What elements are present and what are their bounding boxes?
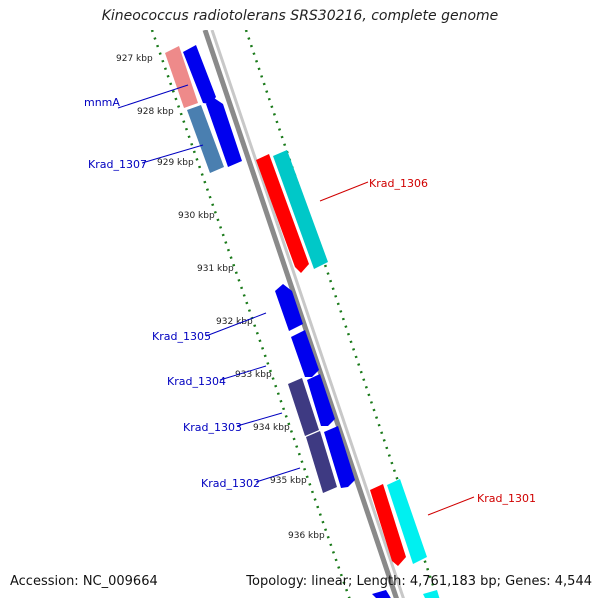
gene-Krad-1306-forward[interactable] xyxy=(273,150,328,269)
ruler-label-928: 928 kbp xyxy=(137,107,174,117)
genome-stats-text: Topology: linear; Length: 4,761,183 bp; … xyxy=(246,574,592,589)
ruler-label-927: 927 kbp xyxy=(116,54,153,64)
gene-label-Krad-1303[interactable]: Krad_1303 xyxy=(183,421,242,434)
ruler-label-932: 932 kbp xyxy=(216,317,253,327)
gene-Krad-1303-forward[interactable] xyxy=(307,374,335,426)
leader-Krad-1305 xyxy=(205,312,267,337)
gene-Krad-1307-reverse[interactable] xyxy=(187,105,224,173)
ruler-label-935: 935 kbp xyxy=(270,476,307,486)
ruler-left-track xyxy=(150,30,351,598)
gene-Krad-1301-forward[interactable] xyxy=(387,479,427,564)
feature-top-red xyxy=(190,10,212,30)
backbone-strand-outer xyxy=(202,30,399,598)
leader-Krad-1303 xyxy=(236,412,283,427)
leader-Krad-1304 xyxy=(219,365,267,381)
gene-Krad-1305[interactable] xyxy=(275,284,303,331)
gene-label-Krad-1302[interactable]: Krad_1302 xyxy=(201,477,260,490)
gene-label-mnmA[interactable]: mnmA xyxy=(84,96,120,109)
ruler-label-929: 929 kbp xyxy=(157,158,194,168)
ruler-label-931: 931 kbp xyxy=(197,264,234,274)
gene-forward-929[interactable] xyxy=(206,98,242,167)
leader-Krad-1301 xyxy=(427,496,475,516)
gene-mnmA-reverse[interactable] xyxy=(165,46,198,108)
ruler-label-934: 934 kbp xyxy=(253,423,290,433)
ruler-label-933: 933 kbp xyxy=(235,370,272,380)
leader-Krad-1306 xyxy=(319,181,369,202)
gene-Krad-1301-reverse[interactable] xyxy=(370,484,406,566)
ruler-label-936: 936 kbp xyxy=(288,531,325,541)
leader-Krad-1307 xyxy=(141,144,204,164)
gene-Krad-1306-reverse[interactable] xyxy=(256,154,309,273)
leader-Krad-1302 xyxy=(255,467,301,483)
map-title: Kineococcus radiotolerans SRS30216, comp… xyxy=(101,8,499,24)
leader-mnmA xyxy=(117,84,189,109)
gene-Krad-1302-reverse[interactable] xyxy=(306,431,337,493)
gene-forward-927[interactable] xyxy=(183,45,216,104)
gene-label-Krad-1307[interactable]: Krad_1307 xyxy=(88,158,147,171)
feature-bottom-cyan xyxy=(423,590,440,598)
feature-bottom-blue xyxy=(372,590,391,598)
ruler-label-930: 930 kbp xyxy=(178,211,215,221)
gene-Krad-1302-forward[interactable] xyxy=(324,426,355,488)
gene-label-Krad-1305[interactable]: Krad_1305 xyxy=(152,330,211,343)
gene-label-Krad-1304[interactable]: Krad_1304 xyxy=(167,375,226,388)
gene-label-Krad-1306[interactable]: Krad_1306 xyxy=(369,177,428,190)
gene-Krad-1304[interactable] xyxy=(291,330,319,377)
gene-label-Krad-1301[interactable]: Krad_1301 xyxy=(477,492,536,505)
backbone-strand-inner xyxy=(210,30,405,598)
accession-text: Accession: NC_009664 xyxy=(10,574,158,589)
gene-Krad-1303-reverse[interactable] xyxy=(288,378,319,436)
feature-top-grey xyxy=(212,10,232,30)
